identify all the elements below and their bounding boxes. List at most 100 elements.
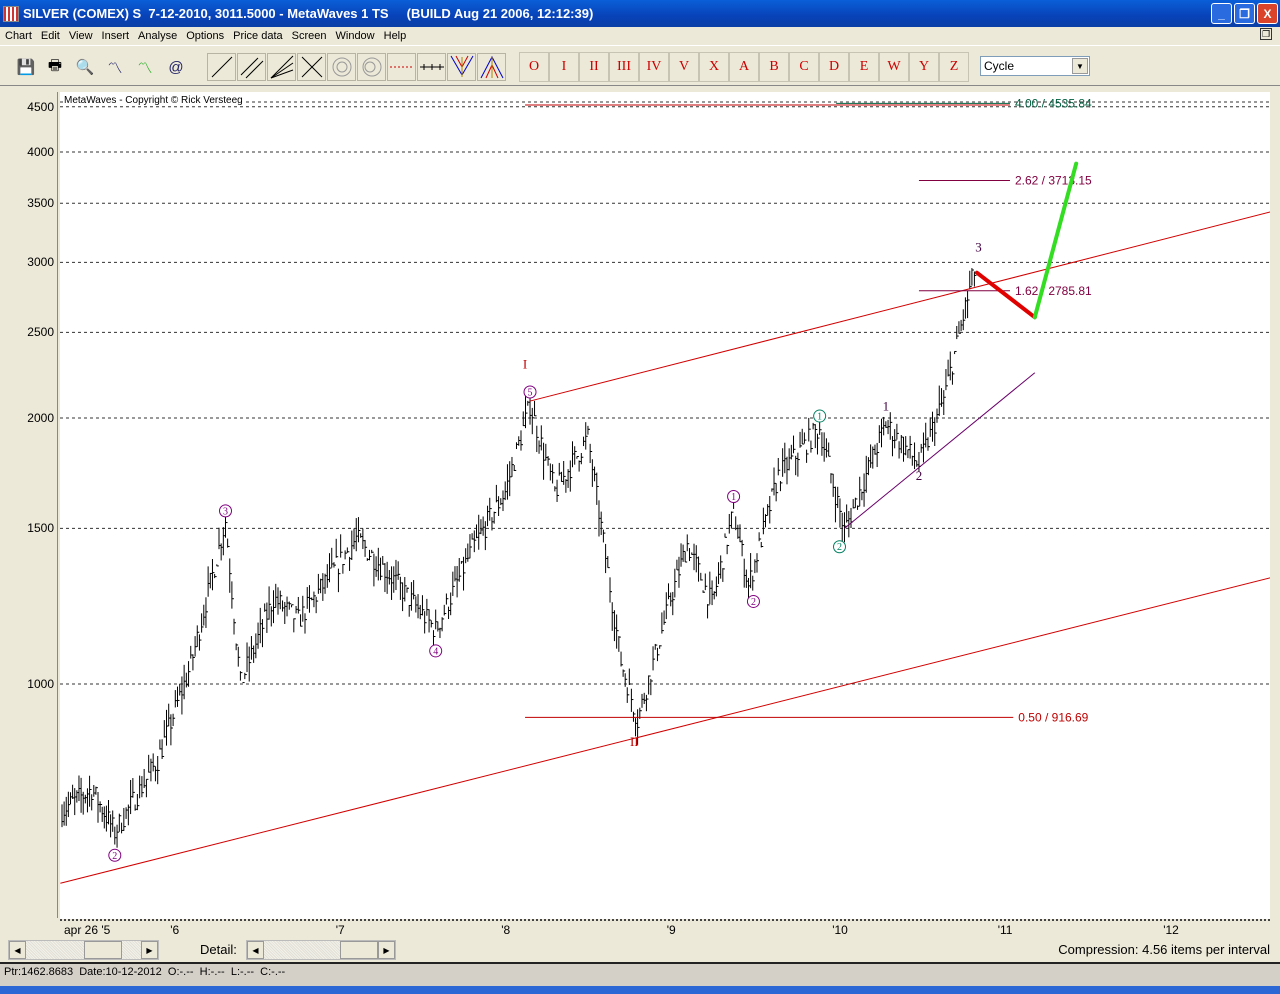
- trend-line: [529, 208, 1280, 402]
- wave-marker-icon[interactable]: 〽: [137, 59, 153, 77]
- line-icon[interactable]: [207, 53, 236, 81]
- taskbar: [0, 986, 1280, 994]
- wave-label: I: [523, 356, 527, 371]
- wave-label: 3: [975, 239, 982, 254]
- date-tick-label: '9: [666, 923, 676, 937]
- restore-button[interactable]: ❐: [1234, 3, 1255, 24]
- wave-label-circle: [429, 644, 443, 658]
- menu-window[interactable]: Window: [335, 30, 375, 42]
- toolbar: 💾 🖶 🔍 〽〽 @ O I II III IV V X A B C D E W Y Z Cycle ▼: [0, 45, 1280, 86]
- detail-thumb[interactable]: [340, 941, 378, 959]
- scroll-thumb[interactable]: [84, 941, 122, 959]
- wave-label-circle: [727, 489, 741, 503]
- menu-bar: Chart Edit View Insert Analyse Options P…: [0, 27, 1280, 45]
- detail-scrollbar[interactable]: ◀ ▶: [246, 940, 396, 960]
- fan-lines-icon[interactable]: [267, 53, 296, 81]
- dashed-horizontal-icon[interactable]: [387, 53, 416, 81]
- wave-label-button-c[interactable]: C: [789, 52, 819, 82]
- status-text: Ptr:1462.8683 Date:10-12-2012 O:-.-- H:-…: [4, 966, 286, 978]
- chart-svg: 4.00 / 4535.84 2.62 / 3713.15 1.62 / 2785.…: [60, 96, 1280, 884]
- app-icon: [3, 5, 19, 22]
- copyright-text: MetaWaves - Copyright © Rick Versteeg: [64, 95, 243, 106]
- fork-up-icon[interactable]: [477, 53, 506, 81]
- wave-label-circle: [523, 385, 537, 399]
- wave-label-button-iii[interactable]: III: [609, 52, 639, 82]
- degree-select[interactable]: Cycle ▼: [980, 56, 1090, 76]
- wave-label-circle: [813, 409, 827, 423]
- wave-label-button-b[interactable]: B: [759, 52, 789, 82]
- price-tick-label: 1000: [27, 677, 54, 691]
- chevron-down-icon[interactable]: ▼: [1072, 58, 1088, 74]
- wave-label-button-i[interactable]: I: [549, 52, 579, 82]
- wave-label-button-e[interactable]: E: [849, 52, 879, 82]
- projection-line: [974, 270, 1037, 320]
- menu-analyse[interactable]: Analyse: [138, 30, 178, 42]
- price-tick-label: 3000: [27, 255, 54, 270]
- wave-label: 2: [837, 542, 842, 553]
- menu-screen[interactable]: Screen: [291, 30, 327, 42]
- menu-options[interactable]: Options: [186, 30, 225, 42]
- wave-label: 1: [883, 399, 890, 414]
- wave-label: 2: [916, 468, 923, 483]
- detail-right-icon[interactable]: ▶: [378, 941, 395, 959]
- scroll-left-icon[interactable]: ◀: [9, 941, 26, 959]
- time-ruler-icon[interactable]: [417, 53, 446, 81]
- wave-label-circle: [746, 594, 760, 608]
- wave-label-button-y[interactable]: Y: [909, 52, 939, 82]
- wave-label-button-d[interactable]: D: [819, 52, 849, 82]
- date-tick-label: '7: [335, 923, 345, 937]
- wave-label-button-ii[interactable]: II: [579, 52, 609, 82]
- chart-scrollbar[interactable]: ◀ ▶: [8, 940, 159, 960]
- save-icon[interactable]: 💾: [16, 59, 36, 76]
- menu-edit[interactable]: Edit: [40, 30, 60, 42]
- status-bar: Ptr:1462.8683 Date:10-12-2012 O:-.-- H:-…: [0, 962, 1280, 986]
- spiral-icon[interactable]: [327, 53, 356, 81]
- trend-line: [844, 372, 1036, 529]
- wave-label-circle: [108, 848, 122, 862]
- wave-label: 1: [817, 412, 822, 423]
- menu-price-data[interactable]: Price data: [233, 30, 283, 42]
- date-tick-label: apr 26 '5: [64, 923, 111, 937]
- detail-left-icon[interactable]: ◀: [247, 941, 264, 959]
- parallel-lines-icon[interactable]: [237, 53, 266, 81]
- menu-help[interactable]: Help: [383, 30, 407, 42]
- zoom-go-icon[interactable]: 〽: [107, 59, 123, 77]
- date-tick-label: '12: [1163, 923, 1179, 937]
- wave-label-button-v[interactable]: V: [669, 52, 699, 82]
- close-button[interactable]: X: [1257, 3, 1278, 24]
- wave-label-button-w[interactable]: W: [879, 52, 909, 82]
- compression-text: Compression: 4.56 items per interval: [1058, 942, 1270, 957]
- fib-level-label: 0.50 / 916.69: [1018, 710, 1088, 724]
- wave-label-button-a[interactable]: A: [729, 52, 759, 82]
- minimize-button[interactable]: _: [1211, 3, 1232, 24]
- window-title: SILVER (COMEX) S 7-12-2010, 3011.5000 - …: [23, 6, 594, 21]
- print-preview-icon[interactable]: 🔍: [75, 59, 95, 76]
- wave-label-circle: [833, 540, 847, 554]
- title-bar: SILVER (COMEX) S 7-12-2010, 3011.5000 - …: [0, 0, 1280, 27]
- menu-chart[interactable]: Chart: [5, 30, 32, 42]
- wave-email-icon[interactable]: @: [168, 58, 184, 76]
- print-icon[interactable]: 🖶: [47, 56, 63, 74]
- cross-lines-icon[interactable]: [297, 53, 326, 81]
- fork-down-icon[interactable]: [447, 53, 476, 81]
- degree-select-value: Cycle: [984, 59, 1015, 73]
- wave-label-button-z[interactable]: Z: [939, 52, 969, 82]
- detail-label: Detail:: [200, 942, 237, 957]
- scroll-right-icon[interactable]: ▶: [141, 941, 158, 959]
- chart-plot-area[interactable]: 4.00 / 4535.84 2.62 / 3713.15 1.62 / 2785.…: [60, 92, 1280, 919]
- wave-label-button-iv[interactable]: IV: [639, 52, 669, 82]
- wave-label-button-x[interactable]: X: [699, 52, 729, 82]
- fib-level-label: 1.62 / 2785.81: [1015, 284, 1092, 298]
- projection-line: [1032, 161, 1079, 320]
- date-tick-label: '10: [832, 923, 848, 937]
- menu-insert[interactable]: Insert: [101, 30, 130, 42]
- wave-label: 3: [223, 506, 228, 517]
- circle-icon[interactable]: [357, 53, 386, 81]
- fib-level-label: 4.00 / 4535.84: [1015, 96, 1092, 110]
- wave-label-circle: [219, 504, 233, 518]
- menu-view[interactable]: View: [68, 30, 93, 42]
- date-axis: apr 26 '5 '6 '7 '8 '9 '10 '11 '12: [60, 919, 1270, 937]
- mdi-restore-icon[interactable]: ❐: [1260, 28, 1272, 40]
- trend-line: [60, 574, 1280, 884]
- wave-label-button-o[interactable]: O: [519, 52, 549, 82]
